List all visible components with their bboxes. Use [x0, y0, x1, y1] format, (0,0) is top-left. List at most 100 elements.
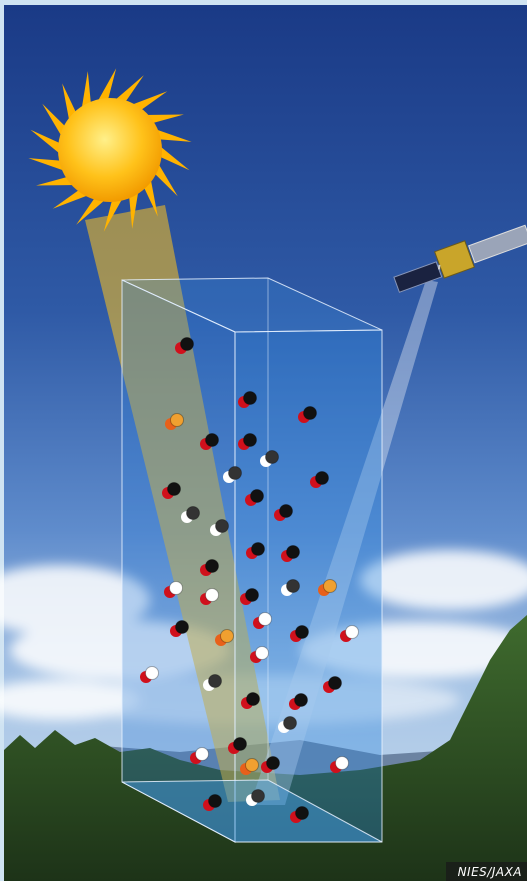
atom	[279, 504, 293, 518]
forest	[4, 615, 527, 881]
molecule	[228, 737, 247, 754]
molecule	[203, 674, 222, 691]
atom	[180, 337, 194, 351]
atom	[215, 519, 229, 533]
sun-ray	[28, 158, 68, 172]
atom	[245, 588, 259, 602]
molecule	[162, 482, 181, 499]
atom	[246, 692, 260, 706]
molecules	[140, 337, 359, 823]
sunlight-beam	[85, 205, 280, 802]
atom	[286, 545, 300, 559]
atom	[208, 674, 222, 688]
molecule	[278, 716, 297, 733]
sun-ray	[103, 195, 124, 232]
molecule	[289, 693, 308, 710]
molecule	[250, 646, 269, 663]
atom	[251, 789, 265, 803]
atom	[345, 625, 359, 639]
molecule	[246, 789, 265, 806]
molecule	[164, 581, 183, 598]
molecule	[203, 794, 222, 811]
molecule	[175, 337, 194, 354]
atom	[220, 629, 234, 643]
molecule	[238, 433, 257, 450]
atom	[251, 542, 265, 556]
sun-ray	[30, 129, 63, 156]
atom	[145, 666, 159, 680]
molecule	[281, 545, 300, 562]
atom	[208, 794, 222, 808]
atom	[205, 559, 219, 573]
atom	[283, 716, 297, 730]
molecule	[245, 489, 264, 506]
molecule	[298, 406, 317, 423]
molecule	[200, 588, 219, 605]
molecule	[290, 625, 309, 642]
molecule	[170, 620, 189, 637]
molecule	[215, 629, 234, 646]
molecule	[165, 413, 184, 430]
molecule	[190, 747, 209, 764]
atom	[243, 433, 257, 447]
sun-ray	[76, 195, 108, 225]
atom	[228, 466, 242, 480]
atom	[265, 450, 279, 464]
atom	[328, 676, 342, 690]
sun-ray	[96, 68, 117, 105]
atom	[250, 489, 264, 503]
atom	[245, 758, 259, 772]
molecule	[223, 466, 242, 483]
molecule	[290, 806, 309, 823]
sun-ray	[157, 144, 190, 171]
molecule	[253, 612, 272, 629]
atom	[266, 756, 280, 770]
sun-ray	[81, 71, 92, 112]
atom	[186, 506, 200, 520]
molecule	[274, 504, 293, 521]
sun-ray	[152, 128, 192, 142]
molecule	[240, 758, 259, 775]
molecule	[200, 433, 219, 450]
molecule	[246, 542, 265, 559]
sun-ray	[128, 188, 139, 229]
atom	[303, 406, 317, 420]
molecule	[181, 506, 200, 523]
atom	[286, 579, 300, 593]
molecule	[318, 579, 337, 596]
sun-ray	[152, 160, 178, 197]
atom	[323, 579, 337, 593]
credit-bg	[446, 862, 527, 881]
molecule	[140, 666, 159, 683]
molecule	[210, 519, 229, 536]
sun	[28, 68, 192, 232]
molecule	[241, 692, 260, 709]
atom	[195, 747, 209, 761]
atom	[167, 482, 181, 496]
molecule	[261, 756, 280, 773]
atom	[255, 646, 269, 660]
satellite	[393, 224, 527, 293]
atom	[295, 625, 309, 639]
molecule	[238, 391, 257, 408]
atom	[205, 588, 219, 602]
molecule	[260, 450, 279, 467]
credit: NIES/JAXA	[458, 865, 522, 879]
atom	[258, 612, 272, 626]
atom	[233, 737, 247, 751]
sun-ray	[42, 103, 68, 140]
molecule	[310, 471, 329, 488]
atom	[175, 620, 189, 634]
molecule	[281, 579, 300, 596]
atom	[335, 756, 349, 770]
molecule	[340, 625, 359, 642]
atom	[315, 471, 329, 485]
sun-ray	[112, 75, 144, 105]
molecule	[330, 756, 349, 773]
atom	[205, 433, 219, 447]
reflected-beam	[250, 280, 438, 805]
molecule	[323, 676, 342, 693]
atom	[295, 806, 309, 820]
molecule	[200, 559, 219, 576]
